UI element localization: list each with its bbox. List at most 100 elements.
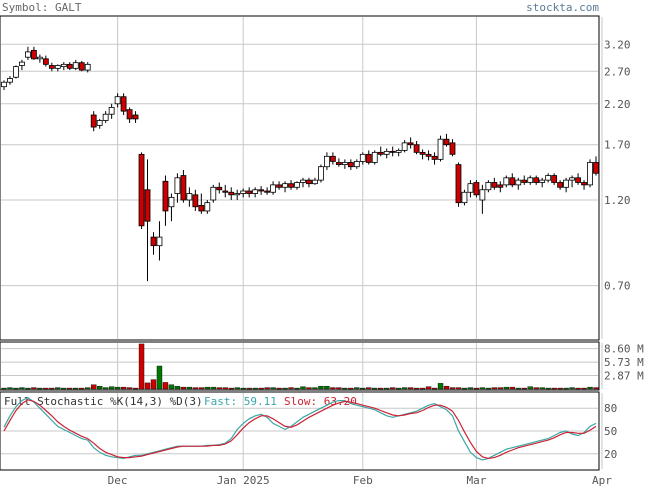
candle-body bbox=[503, 177, 510, 186]
price-tick-label: 2.20 bbox=[604, 98, 631, 111]
candle-body bbox=[78, 62, 85, 71]
candle-body bbox=[347, 162, 354, 168]
volume-bars bbox=[1, 343, 599, 390]
volume-bar bbox=[354, 387, 360, 390]
stochastic-slow-label: Slow: 63.20 bbox=[284, 395, 357, 408]
brand-label: stockta.com bbox=[526, 1, 599, 14]
candle-body bbox=[377, 151, 384, 155]
candle-body bbox=[324, 155, 330, 168]
volume-bar bbox=[258, 387, 264, 390]
price-candles bbox=[1, 46, 599, 282]
candle-body bbox=[216, 186, 223, 191]
price-tick-label: 0.70 bbox=[604, 280, 631, 293]
volume-bar bbox=[234, 387, 240, 390]
candle-body bbox=[258, 189, 265, 192]
volume-bar bbox=[461, 387, 468, 390]
volume-bar bbox=[67, 387, 73, 390]
candle-body bbox=[270, 184, 276, 193]
volume-bar bbox=[533, 387, 539, 390]
volume-bar bbox=[360, 387, 366, 390]
volume-bar bbox=[330, 387, 336, 390]
candle-body bbox=[575, 177, 581, 183]
volume-bar bbox=[7, 387, 13, 390]
volume-bar bbox=[336, 387, 342, 390]
candle-body bbox=[539, 179, 546, 183]
stochastic-axis-labels: 80 50 20 bbox=[604, 402, 617, 461]
candle-body bbox=[359, 153, 366, 162]
volume-bar bbox=[419, 387, 426, 390]
volume-bar bbox=[587, 386, 593, 390]
stochastic-title: Full Stochastic %K(14,3) %D(3) bbox=[4, 395, 203, 408]
candle-body bbox=[318, 166, 324, 181]
candle-body bbox=[42, 58, 49, 65]
volume-bar bbox=[431, 387, 438, 390]
candle-body bbox=[282, 183, 288, 188]
volume-bar bbox=[1, 387, 7, 390]
x-tick-label: Mar bbox=[466, 474, 486, 486]
candle-body bbox=[521, 179, 528, 183]
volume-bar bbox=[204, 386, 211, 390]
candle-body bbox=[19, 61, 25, 66]
candle-body bbox=[222, 190, 229, 193]
volume-bar bbox=[96, 385, 103, 390]
stochastic-line-fast bbox=[3, 396, 597, 461]
candle-body bbox=[335, 162, 342, 165]
candle-body bbox=[126, 109, 133, 120]
volume-bar bbox=[168, 384, 175, 390]
candle-body bbox=[246, 190, 253, 194]
volume-bar bbox=[49, 387, 55, 390]
candle-body bbox=[425, 153, 432, 157]
stochastic-panel: 80 50 20 Full Stochastic %K(14,3) %D(3) Fa… bbox=[0, 391, 617, 471]
candle-body bbox=[192, 194, 199, 208]
candle-body bbox=[25, 51, 31, 58]
candle-body bbox=[383, 150, 390, 155]
volume-bar bbox=[413, 387, 420, 390]
volume-bar bbox=[395, 387, 402, 390]
candle-body bbox=[353, 161, 360, 168]
volume-bar bbox=[126, 387, 133, 390]
volume-bar bbox=[264, 387, 270, 390]
volume-tick-label: 2.87 M bbox=[604, 370, 644, 383]
candle-body bbox=[365, 153, 372, 163]
volume-bar bbox=[216, 387, 222, 390]
volume-bar bbox=[79, 387, 85, 390]
candle-body bbox=[533, 177, 540, 183]
price-grid bbox=[1, 17, 603, 339]
candle-body bbox=[108, 107, 115, 115]
volume-bar bbox=[581, 387, 587, 390]
candle-body bbox=[132, 114, 139, 120]
volume-bar bbox=[180, 386, 187, 390]
candle-body bbox=[156, 236, 163, 247]
volume-tick-label: 5.73 M bbox=[604, 356, 644, 369]
volume-bar bbox=[37, 387, 43, 390]
candle-body bbox=[569, 177, 575, 181]
candle-body bbox=[587, 162, 593, 186]
candle-body bbox=[497, 184, 504, 188]
price-tick-label: 3.20 bbox=[604, 38, 631, 51]
volume-bar bbox=[228, 387, 234, 390]
candle-body bbox=[150, 236, 157, 247]
volume-bar bbox=[120, 386, 127, 390]
stochastic-tick-label: 20 bbox=[604, 448, 617, 461]
x-tick-label: Jan 2025 bbox=[217, 474, 270, 486]
volume-panel: 8.60 M5.73 M2.87 M bbox=[0, 341, 644, 391]
volume-bar bbox=[186, 386, 193, 390]
volume-axis-labels: 8.60 M5.73 M2.87 M bbox=[604, 343, 644, 383]
candle-body bbox=[479, 189, 486, 201]
x-tick-label: Apr bbox=[592, 474, 612, 486]
candle-body bbox=[449, 142, 456, 155]
volume-bar bbox=[473, 387, 480, 390]
volume-bar bbox=[318, 385, 324, 390]
candle-body bbox=[306, 179, 312, 185]
candle-body bbox=[473, 182, 480, 196]
candle-body bbox=[491, 182, 498, 188]
candle-body bbox=[455, 164, 462, 204]
volume-bar bbox=[467, 387, 474, 390]
candle-body bbox=[341, 162, 348, 165]
volume-bar bbox=[43, 387, 49, 390]
candle-body bbox=[114, 96, 121, 105]
volume-bar bbox=[61, 387, 67, 390]
candle-body bbox=[240, 190, 247, 194]
candle-body bbox=[395, 150, 402, 153]
